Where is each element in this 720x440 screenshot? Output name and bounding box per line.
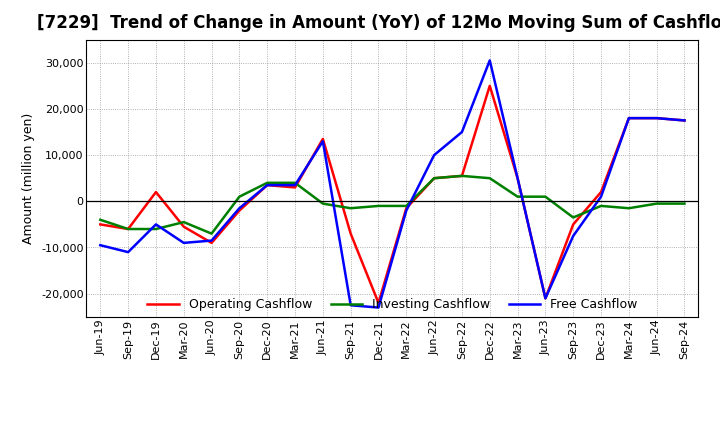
Investing Cashflow: [374, 203, 383, 209]
Investing Cashflow: [96, 217, 104, 222]
Operating Cashflow: [652, 115, 661, 121]
Investing Cashflow: [652, 201, 661, 206]
Investing Cashflow: [624, 205, 633, 211]
Investing Cashflow: [318, 201, 327, 206]
Investing Cashflow: [207, 231, 216, 236]
Free Cashflow: [96, 242, 104, 248]
Operating Cashflow: [541, 296, 550, 301]
Operating Cashflow: [458, 173, 467, 179]
Free Cashflow: [402, 208, 410, 213]
Free Cashflow: [346, 303, 355, 308]
Free Cashflow: [291, 183, 300, 188]
Investing Cashflow: [513, 194, 522, 199]
Title: [7229]  Trend of Change in Amount (YoY) of 12Mo Moving Sum of Cashflows: [7229] Trend of Change in Amount (YoY) o…: [37, 15, 720, 33]
Free Cashflow: [263, 183, 271, 188]
Free Cashflow: [680, 118, 689, 123]
Operating Cashflow: [263, 183, 271, 188]
Investing Cashflow: [235, 194, 243, 199]
Free Cashflow: [624, 115, 633, 121]
Investing Cashflow: [263, 180, 271, 185]
Free Cashflow: [485, 58, 494, 63]
Operating Cashflow: [513, 176, 522, 181]
Free Cashflow: [374, 305, 383, 310]
Free Cashflow: [124, 249, 132, 255]
Investing Cashflow: [458, 173, 467, 179]
Operating Cashflow: [569, 222, 577, 227]
Operating Cashflow: [179, 224, 188, 229]
Operating Cashflow: [430, 176, 438, 181]
Operating Cashflow: [291, 185, 300, 190]
Operating Cashflow: [96, 222, 104, 227]
Free Cashflow: [652, 115, 661, 121]
Operating Cashflow: [680, 118, 689, 123]
Investing Cashflow: [179, 220, 188, 225]
Line: Investing Cashflow: Investing Cashflow: [100, 176, 685, 234]
Operating Cashflow: [597, 189, 606, 194]
Operating Cashflow: [402, 205, 410, 211]
Operating Cashflow: [346, 231, 355, 236]
Line: Operating Cashflow: Operating Cashflow: [100, 86, 685, 303]
Operating Cashflow: [207, 240, 216, 246]
Operating Cashflow: [624, 115, 633, 121]
Free Cashflow: [541, 296, 550, 301]
Investing Cashflow: [402, 203, 410, 209]
Y-axis label: Amount (million yen): Amount (million yen): [22, 113, 35, 244]
Investing Cashflow: [430, 176, 438, 181]
Free Cashflow: [235, 205, 243, 211]
Operating Cashflow: [374, 300, 383, 305]
Investing Cashflow: [597, 203, 606, 209]
Operating Cashflow: [152, 189, 161, 194]
Free Cashflow: [430, 152, 438, 158]
Operating Cashflow: [318, 136, 327, 142]
Investing Cashflow: [346, 205, 355, 211]
Free Cashflow: [152, 222, 161, 227]
Line: Free Cashflow: Free Cashflow: [100, 60, 685, 308]
Free Cashflow: [569, 233, 577, 238]
Investing Cashflow: [680, 201, 689, 206]
Free Cashflow: [318, 139, 327, 144]
Investing Cashflow: [569, 215, 577, 220]
Investing Cashflow: [124, 226, 132, 231]
Free Cashflow: [513, 176, 522, 181]
Free Cashflow: [207, 238, 216, 243]
Free Cashflow: [597, 194, 606, 199]
Free Cashflow: [458, 129, 467, 135]
Free Cashflow: [179, 240, 188, 246]
Operating Cashflow: [235, 208, 243, 213]
Investing Cashflow: [152, 226, 161, 231]
Legend: Operating Cashflow, Investing Cashflow, Free Cashflow: Operating Cashflow, Investing Cashflow, …: [143, 293, 642, 316]
Operating Cashflow: [485, 83, 494, 88]
Investing Cashflow: [291, 180, 300, 185]
Investing Cashflow: [485, 176, 494, 181]
Operating Cashflow: [124, 226, 132, 231]
Investing Cashflow: [541, 194, 550, 199]
